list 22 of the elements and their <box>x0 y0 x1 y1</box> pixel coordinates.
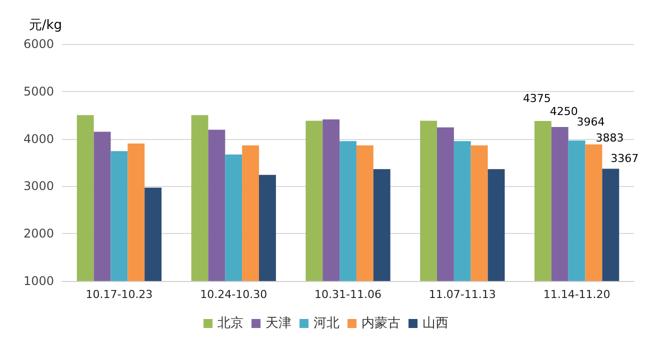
legend-label: 河北 <box>314 316 340 331</box>
legend-label: 北京 <box>218 316 244 331</box>
x-tick-label: 10.24-10.30 <box>200 288 268 301</box>
x-tick-label: 10.31-11.06 <box>314 288 382 301</box>
data-label: 4375 <box>522 92 551 106</box>
y-tick-label: 6000 <box>23 37 54 51</box>
y-tick-label: 3000 <box>23 179 54 194</box>
legend-label: 内蒙古 <box>362 316 400 331</box>
x-tick-label: 11.07-11.13 <box>428 288 496 301</box>
y-tick-label: 2000 <box>23 226 54 241</box>
data-label: 4250 <box>550 104 578 118</box>
legend-label: 天津 <box>266 316 292 331</box>
y-tick-label: 1000 <box>23 274 54 288</box>
legend-label: 山西 <box>422 316 448 331</box>
data-label: 3964 <box>576 116 605 129</box>
x-tick-label: 10.17-10.23 <box>86 288 153 301</box>
y-tick-label: 5000 <box>23 84 54 98</box>
y-axis-title: 元/kg <box>28 18 62 33</box>
data-label: 3883 <box>596 131 624 144</box>
data-label: 3367 <box>610 152 639 165</box>
y-tick-label: 4000 <box>23 132 54 146</box>
x-tick-label: 11.14-11.20 <box>543 288 610 301</box>
